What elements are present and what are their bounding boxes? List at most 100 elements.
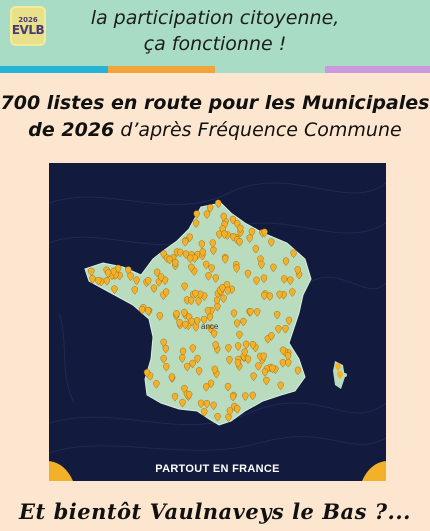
map-pin-icon (186, 391, 193, 400)
map-pin-icon (221, 255, 229, 264)
map-pin-icon (236, 238, 243, 247)
map-pin-icon (133, 276, 140, 286)
map-pin-icon (173, 310, 180, 319)
map-pin-icon (171, 392, 179, 402)
map-pin-icon (234, 405, 241, 414)
map-pin-icon (226, 356, 233, 365)
headline-bold-1: 700 listes en route pour les Municipales (0, 92, 430, 114)
map-pin-icon (210, 246, 217, 256)
map-pin-icon (249, 391, 256, 401)
map-pin-icon (213, 296, 221, 306)
map-pin-icon (230, 309, 238, 319)
map-pin-icon (188, 263, 195, 273)
map-pin-icon (131, 286, 138, 295)
map-pin-icon (236, 330, 243, 340)
city-label: ance (201, 322, 219, 331)
map-pin-icon (111, 285, 118, 294)
island (343, 373, 347, 377)
map-pin-icon (160, 355, 167, 364)
map-pin-icon (234, 359, 242, 368)
map-pin-icon (192, 289, 199, 299)
tagline-line-2: ça fonctionne ! (143, 33, 287, 55)
map-pin-icon (252, 245, 259, 254)
map-pin-icon (88, 267, 95, 277)
map-pin-icon (89, 275, 96, 284)
map-pin-icon (246, 234, 253, 243)
map-pin-icon (157, 273, 165, 282)
map-pin-icon (103, 277, 111, 286)
header-banner: 2026 EVLB la participation citoyenne, ça… (0, 0, 430, 66)
map-pin-icon (203, 400, 211, 409)
map-pin-icon (209, 239, 216, 248)
map-pin-icon (244, 269, 252, 279)
map-pin-icon (206, 204, 214, 213)
map-pin-icon (224, 383, 232, 392)
map-pin-icon (197, 399, 205, 409)
map-pin-icon (261, 368, 269, 377)
map-pin-icon (144, 307, 152, 316)
map-pin-icon (210, 329, 218, 339)
map-pin-icon (189, 344, 197, 353)
map-pin-icon (143, 369, 151, 378)
evlb-logo: 2026 EVLB (10, 6, 46, 46)
map-pin-icon (281, 275, 288, 284)
color-stripe-purple (325, 66, 430, 73)
map-pin-icon (182, 320, 189, 330)
map-pin-icon (220, 294, 227, 304)
map-pin-icon (294, 366, 302, 376)
map-pin-icon (260, 352, 267, 362)
map-pin-icon (287, 276, 294, 285)
map-pin-icon (237, 224, 244, 234)
map-pin-icon (176, 319, 183, 328)
map-pin-icon (193, 210, 200, 219)
map-pin-icon (204, 307, 212, 316)
map-pin-icon (242, 340, 250, 350)
map-pin-icon (290, 249, 297, 259)
map-pin-icon (261, 291, 268, 301)
map-pin-icon (276, 290, 283, 300)
map-pin-icon (255, 362, 262, 371)
map-pin-icon (285, 316, 293, 326)
map-pin-icon (212, 341, 219, 350)
map-pin-icon (194, 354, 201, 364)
map-pin-icon (192, 219, 200, 228)
map-pin-icon (248, 228, 256, 237)
tagline: la participation citoyenne, ça fonctionn… (70, 5, 360, 57)
map-pin-icon (284, 358, 292, 368)
map-pin-icon (277, 381, 284, 391)
map-pin-icon (249, 341, 257, 350)
map-pin-icon (210, 401, 217, 411)
map-pin-icon (179, 347, 187, 357)
map-pin-icon (127, 272, 134, 281)
map-pin-icon (225, 344, 232, 353)
map-pin-icon (214, 303, 221, 312)
map-pin-icon (187, 296, 195, 306)
map-pin-icon (253, 276, 260, 286)
france-lists-map: ance PARTOUT EN FRANCE (49, 163, 386, 481)
map-pin-icon (105, 269, 112, 278)
map-pin-icon (335, 363, 341, 371)
map-pin-icon (279, 346, 287, 356)
map-pin-icon (233, 319, 241, 328)
map-pin-icon (172, 259, 179, 268)
map-pin-icon (181, 238, 189, 247)
map-pin-icon (242, 392, 249, 401)
map-pin-icon (270, 263, 277, 273)
color-stripe-blue (0, 66, 108, 73)
color-stripe-green (215, 66, 325, 73)
map-pin-icon (114, 264, 122, 274)
map-pin-icon (156, 312, 163, 321)
color-stripe-orange (108, 66, 215, 73)
tagline-line-1: la participation citoyenne, (90, 7, 340, 29)
map-pin-icon (240, 317, 247, 327)
logo-text: EVLB (11, 22, 45, 37)
map-pin-icon (226, 407, 234, 416)
map-pin-icon (176, 248, 184, 258)
map-pin-icon (254, 308, 261, 317)
map-pin-icon (198, 240, 206, 249)
map-pin-icon (200, 315, 208, 325)
map-pin-icon (241, 348, 248, 357)
map-pin-icon (229, 392, 237, 402)
map-pin-icon (161, 276, 169, 285)
map-pin-icon (234, 342, 242, 351)
